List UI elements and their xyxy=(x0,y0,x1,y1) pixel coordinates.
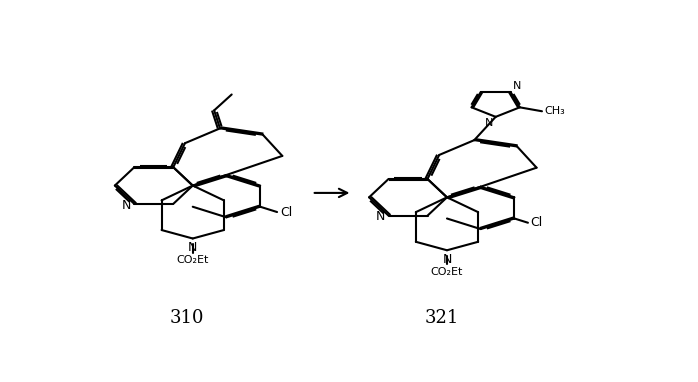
Text: CO₂Et: CO₂Et xyxy=(177,255,209,265)
Text: N: N xyxy=(513,81,521,91)
Text: 310: 310 xyxy=(170,309,205,327)
Text: N: N xyxy=(188,241,198,254)
Text: 321: 321 xyxy=(424,309,459,327)
Text: Cl: Cl xyxy=(280,206,292,219)
Text: CO₂Et: CO₂Et xyxy=(431,267,463,277)
Text: N: N xyxy=(121,199,131,212)
Text: N: N xyxy=(443,253,452,265)
Text: N: N xyxy=(484,118,493,128)
Text: N: N xyxy=(376,210,385,223)
Text: Cl: Cl xyxy=(530,216,542,229)
Text: CH₃: CH₃ xyxy=(544,106,565,116)
